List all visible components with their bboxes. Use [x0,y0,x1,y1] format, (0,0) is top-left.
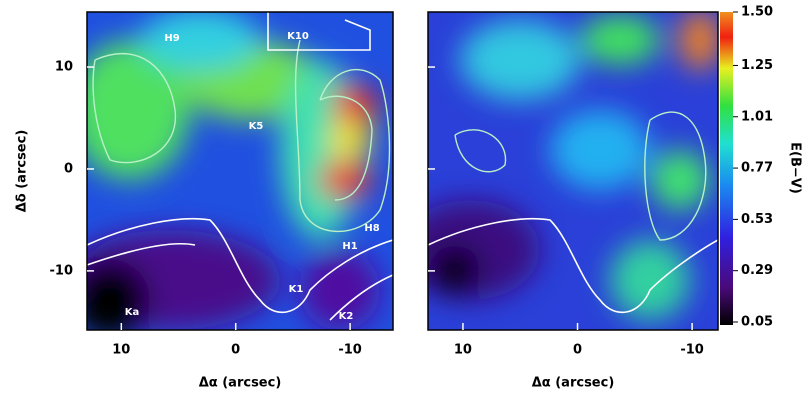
x-tick-label: -10 [680,343,704,358]
y-axis-label: Δδ (arcsec) [15,130,30,213]
region-label: Ka [125,307,140,318]
colorbar-tick-label: 1.01 [741,109,773,124]
y-tick-label: 10 [55,60,73,75]
region-label: H9 [164,33,179,44]
region-label: K5 [249,121,264,132]
x-axis-label: Δα (arcsec) [199,376,282,391]
x-tick-label: 0 [231,343,240,358]
y-tick-label: 0 [64,161,73,176]
region-label: H1 [342,241,357,252]
x-axis-label: Δα (arcsec) [532,376,615,391]
region-label: K1 [289,284,304,295]
region-label: K10 [287,31,309,42]
x-tick-label: 10 [112,343,130,358]
colorbar-tick-label: 0.05 [741,315,773,330]
colorbar-label: E(B−V) [788,142,803,194]
region-label: H8 [364,223,379,234]
colorbar-tick-label: 0.53 [741,212,773,227]
map-right [428,12,718,330]
colorbar-tick-label: 1.50 [741,5,773,20]
colorbar-tick-label: 0.29 [741,263,773,278]
region-label: K2 [339,311,354,322]
plot-frame [427,11,719,331]
x-tick-label: 10 [454,343,472,358]
x-tick-label: 0 [573,343,582,358]
colorbar [720,12,733,325]
plot-frame [86,11,394,331]
map-left [87,12,393,330]
colorbar-tick-label: 0.77 [741,161,773,176]
x-tick-label: -10 [338,343,362,358]
colorbar-tick-label: 1.25 [741,58,773,73]
y-tick-label: -10 [50,263,74,278]
